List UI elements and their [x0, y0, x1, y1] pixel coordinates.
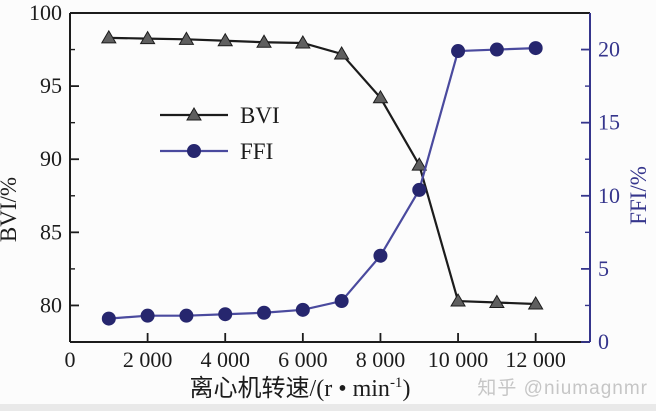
- x-tick-label: 4 000: [200, 347, 250, 372]
- ffi-marker: [295, 302, 310, 317]
- plot-frame: [69, 12, 591, 343]
- ffi-marker: [179, 308, 194, 323]
- bvi-series: [100, 29, 544, 310]
- legend-label-bvi: BVI: [240, 103, 280, 128]
- left-tick-label: 100: [29, 0, 62, 25]
- ffi-marker: [334, 294, 349, 309]
- bvi-marker: [178, 31, 195, 45]
- x-axis-title: 离心机转速/(r • min-1): [190, 375, 411, 402]
- bvi-marker: [527, 295, 544, 310]
- right-tick-label: 10: [598, 183, 620, 208]
- ffi-marker: [412, 182, 427, 197]
- x-axis: 0 2 000 4 000 6 000 8 000 10 000 12 000 离心机转速/(…: [65, 333, 566, 402]
- bvi-marker: [372, 89, 389, 104]
- ffi-marker: [528, 41, 543, 56]
- left-tick-label: 90: [40, 146, 62, 171]
- bvi-marker: [100, 29, 117, 44]
- x-tick-label: 10 000: [428, 347, 489, 372]
- bvi-marker: [139, 30, 156, 45]
- legend-marker-ffi: [187, 144, 201, 158]
- legend-marker-bvi: [186, 107, 202, 121]
- ffi-marker: [373, 248, 388, 263]
- bvi-marker: [294, 34, 311, 49]
- ffi-series: [101, 41, 543, 326]
- bvi-marker: [488, 294, 505, 309]
- right-tick-label: 15: [598, 110, 620, 135]
- right-tick-label: 20: [598, 37, 620, 62]
- right-tick-label: 5: [598, 256, 609, 281]
- ffi-marker: [451, 44, 466, 59]
- bvi-line: [108, 36, 536, 306]
- ffi-marker: [140, 308, 155, 323]
- ffi-marker: [101, 311, 116, 326]
- bvi-marker: [256, 34, 272, 48]
- right-tick-label: 0: [598, 329, 609, 354]
- x-tick-label: 8 000: [356, 347, 406, 372]
- bvi-marker: [333, 45, 350, 60]
- left-tick-label: 95: [40, 73, 62, 98]
- left-axis-title: BVI/%: [0, 177, 21, 242]
- bvi-marker: [450, 293, 466, 307]
- left-tick-label: 85: [40, 219, 62, 244]
- x-tick-label: 12 000: [505, 347, 566, 372]
- x-tick-label: 0: [65, 347, 76, 372]
- ffi-marker: [489, 42, 504, 57]
- ffi-marker: [218, 307, 233, 322]
- legend-label-ffi: FFI: [240, 139, 273, 164]
- x-tick-label: 2 000: [123, 347, 173, 372]
- ffi-line: [108, 46, 536, 320]
- watermark: 知乎 @niumagnmr: [477, 378, 648, 399]
- bvi-marker: [411, 157, 428, 171]
- bvi-marker: [217, 32, 234, 47]
- right-axis: 20 15 10 5 0 FFI/%: [581, 37, 651, 354]
- right-axis-title: FFI/%: [626, 166, 651, 225]
- ffi-marker: [257, 305, 272, 320]
- x-tick-label: 6 000: [278, 347, 328, 372]
- left-tick-label: 80: [40, 292, 62, 317]
- legend: BVI FFI: [160, 103, 280, 164]
- bottom-strip: [0, 404, 656, 411]
- left-axis: 100 95 90 85 80 BVI/%: [0, 0, 79, 317]
